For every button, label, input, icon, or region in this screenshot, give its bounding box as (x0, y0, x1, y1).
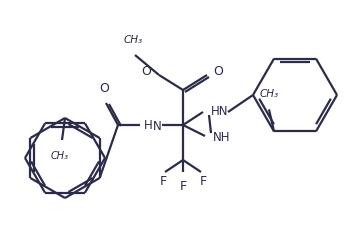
Text: F: F (180, 180, 186, 193)
Text: O: O (141, 64, 151, 77)
Text: CH₃: CH₃ (51, 151, 69, 161)
Text: NH: NH (213, 130, 230, 143)
Text: F: F (160, 175, 166, 188)
Text: CH₃: CH₃ (124, 35, 143, 45)
Text: F: F (199, 175, 207, 188)
Text: O: O (99, 82, 109, 95)
Text: O: O (213, 64, 223, 77)
Text: H: H (144, 119, 152, 131)
Text: CH₃: CH₃ (260, 89, 279, 99)
Text: N: N (153, 120, 162, 132)
Text: HN: HN (211, 105, 228, 118)
